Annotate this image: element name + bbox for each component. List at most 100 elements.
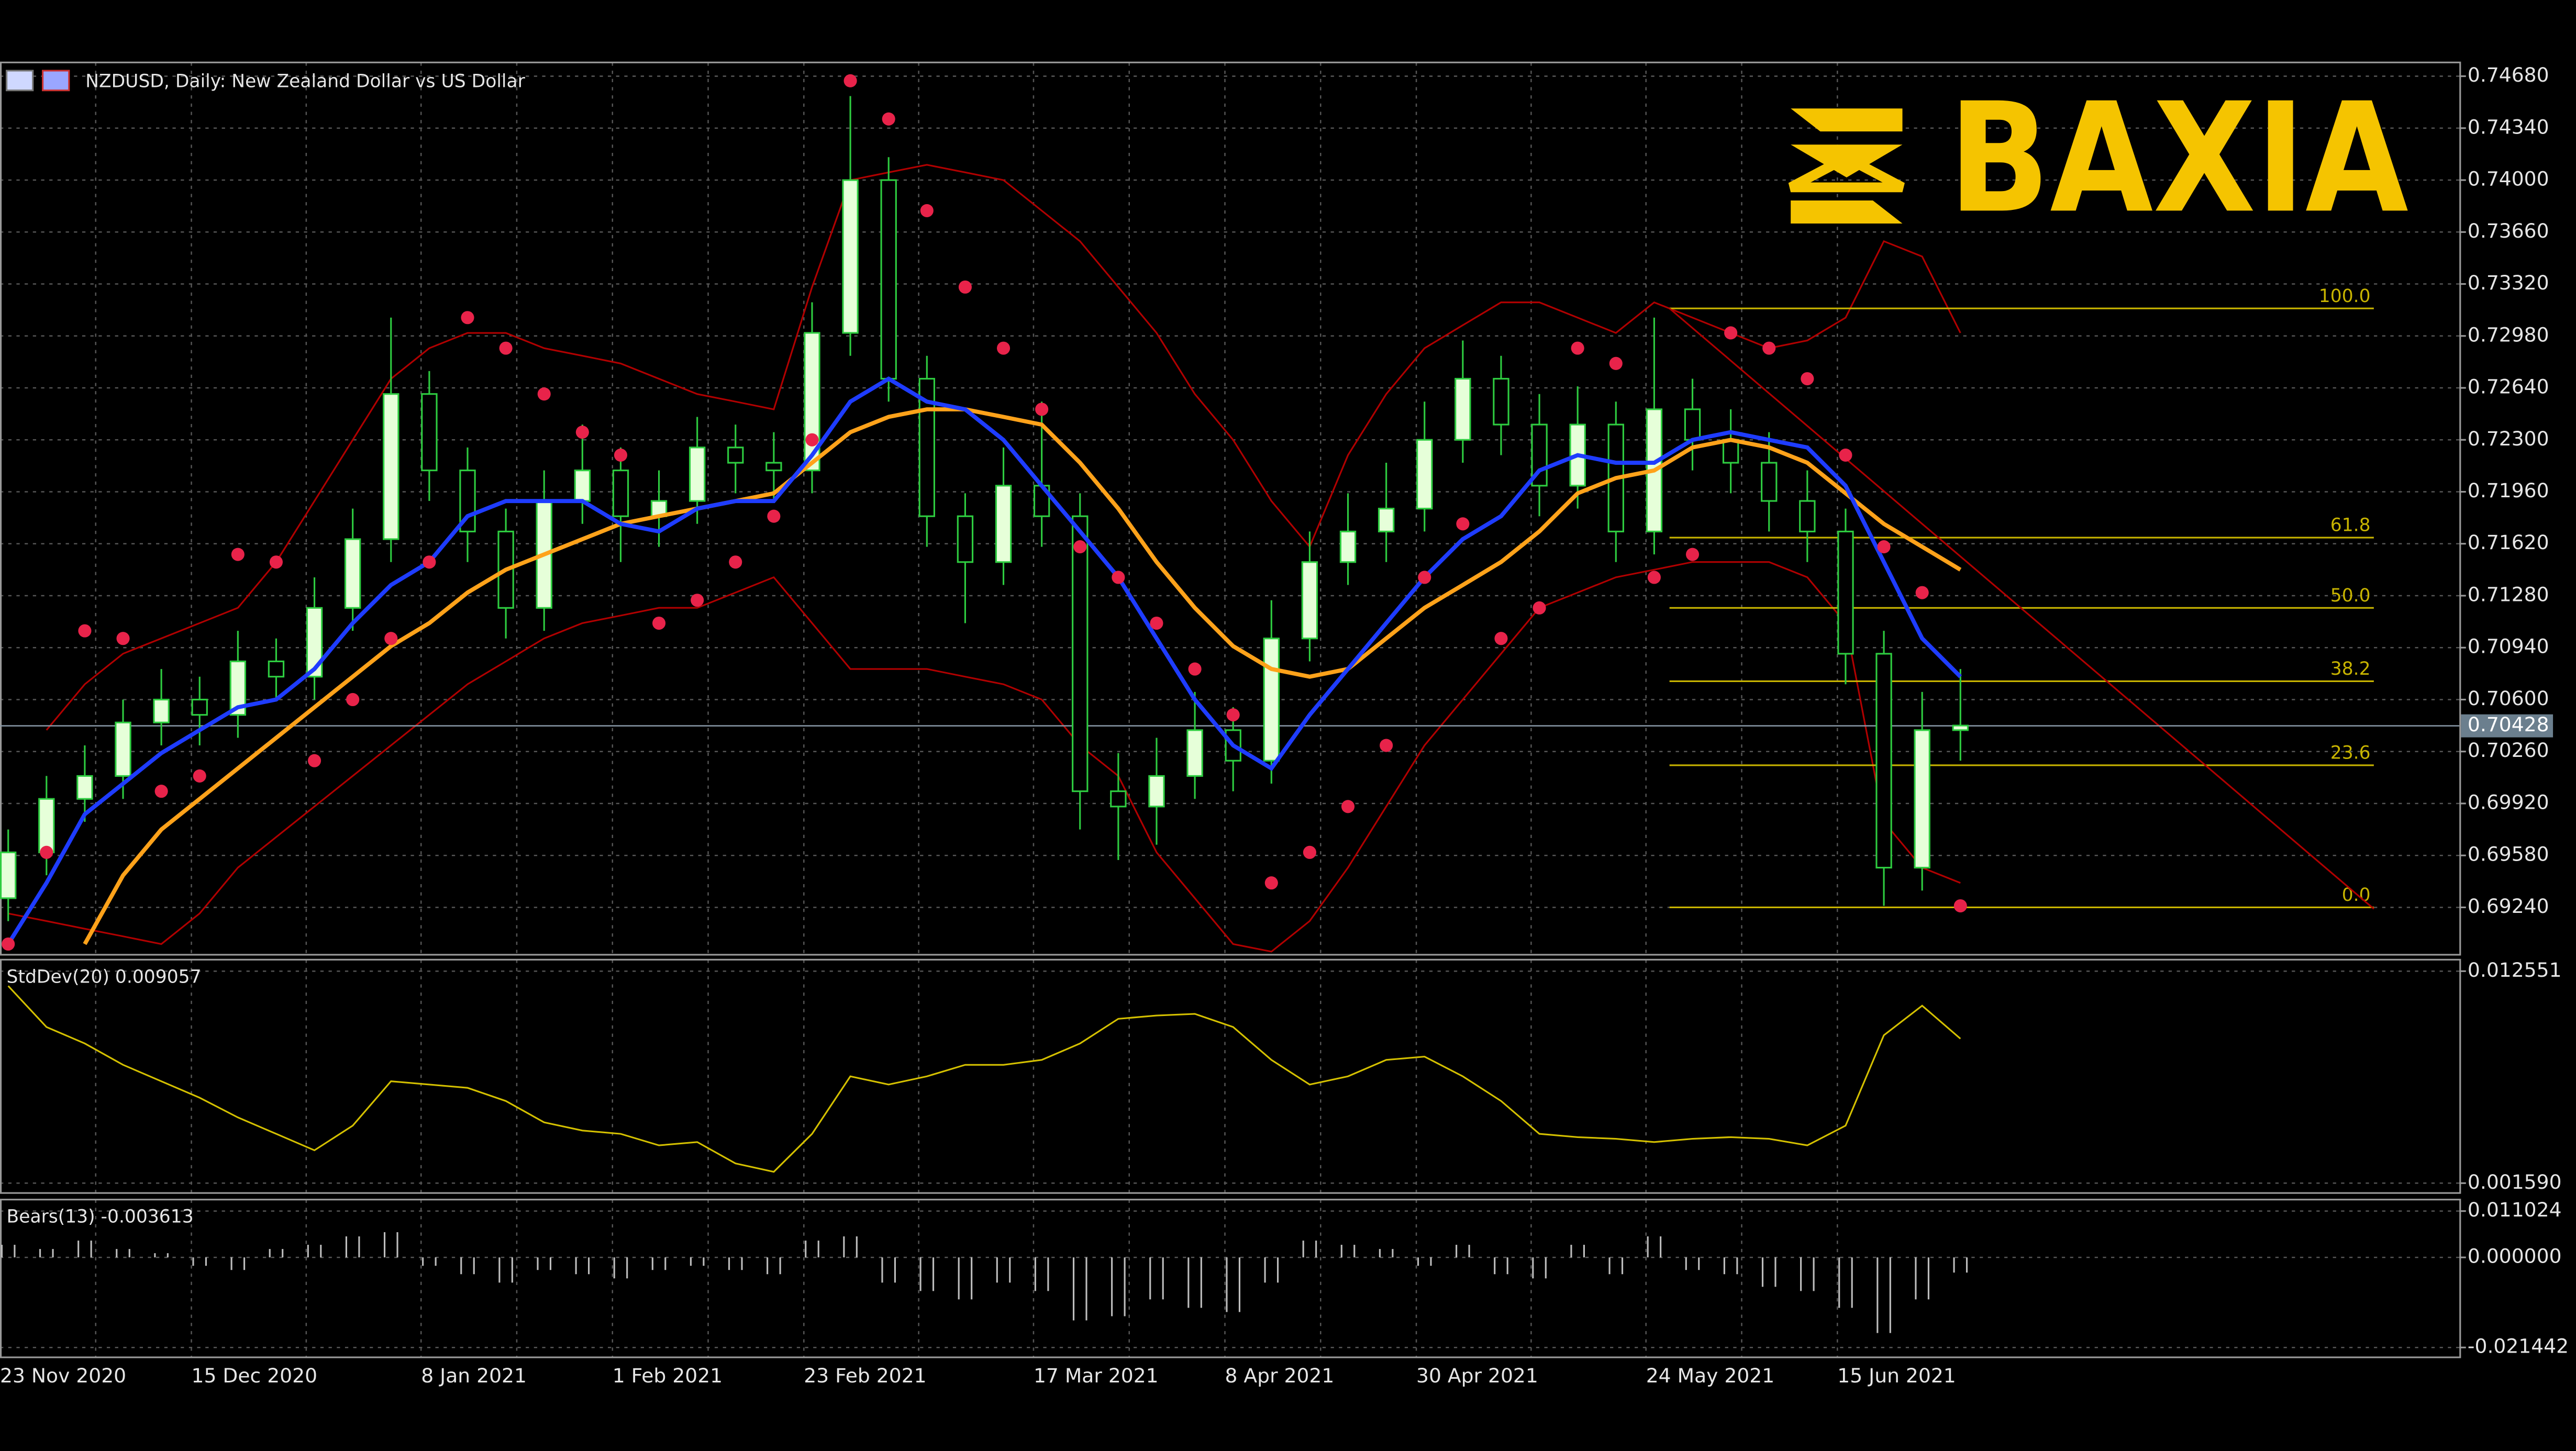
sar-dot — [1456, 517, 1470, 531]
y-tick-label: 0.74680 — [2468, 63, 2549, 86]
current-price-label: 0.70428 — [2468, 713, 2549, 736]
y-tick-label: 0.011024 — [2468, 1198, 2562, 1221]
logo-mark — [1791, 200, 1903, 224]
bears-frame — [0, 1199, 2461, 1358]
ma-fast — [6, 376, 1962, 945]
sar-dot — [652, 616, 666, 630]
fib-label: 100.0 — [2319, 286, 2371, 307]
main-frame — [0, 61, 2461, 956]
sar-dot — [1035, 403, 1049, 416]
logo: BAXIA — [1788, 71, 2410, 247]
bears-title: Bears(13) -0.003613 — [7, 1207, 194, 1227]
candle-body — [191, 698, 208, 716]
logo-text: BAXIA — [1948, 71, 2409, 247]
sar-dot — [2, 937, 15, 951]
sar-dot — [1647, 571, 1661, 584]
candle-body — [995, 485, 1012, 563]
stddev-title: StdDev(20) 0.009057 — [7, 966, 202, 987]
sar-dot — [843, 74, 857, 87]
candle-body — [1914, 729, 1930, 869]
fib-label: 38.2 — [2330, 658, 2371, 679]
sar-dot — [1380, 739, 1393, 752]
candle-body — [1454, 377, 1471, 441]
candle-body — [1301, 561, 1318, 640]
y-tick-label: 0.70940 — [2468, 635, 2549, 658]
sar-dot — [1341, 800, 1355, 813]
stddev-frame — [0, 958, 2461, 1194]
sar-dot — [40, 845, 53, 859]
icon — [5, 70, 34, 92]
candle-body — [804, 332, 820, 472]
sar-dot — [614, 448, 627, 462]
y-tick-label: 0.70260 — [2468, 739, 2549, 762]
candle-body — [421, 393, 438, 472]
y-tick-label: -0.021442 — [2468, 1335, 2569, 1358]
candle-body — [153, 698, 170, 723]
y-tick-label: 0.71280 — [2468, 583, 2549, 606]
candle-body — [344, 538, 361, 609]
sar-dot — [346, 693, 360, 707]
band-upper — [46, 164, 1961, 731]
sar-dot — [1762, 341, 1776, 355]
y-tick-label: 0.72640 — [2468, 375, 2549, 398]
candle-body — [306, 607, 323, 678]
sar-dot — [882, 112, 895, 126]
fib-label: 50.0 — [2330, 585, 2371, 606]
sar-dot — [1685, 548, 1700, 561]
sar-dot — [269, 555, 283, 569]
stddev-line — [7, 985, 1961, 1173]
y-tick-label: 0.72980 — [2468, 323, 2549, 346]
icon — [42, 70, 70, 92]
sar-dot — [193, 769, 206, 783]
sar-dot — [1533, 601, 1546, 615]
sar-dot — [958, 280, 972, 294]
candle-body — [1684, 408, 1701, 441]
sar-dot — [729, 555, 742, 569]
candle-body — [1110, 790, 1127, 808]
logo-mark — [1788, 152, 1905, 193]
y-tick-label: 0.69240 — [2468, 895, 2549, 918]
sar-dot — [920, 204, 934, 217]
y-tick-label: 0.74000 — [2468, 168, 2549, 191]
sar-dot — [1877, 540, 1891, 554]
x-tick-label: 23 Nov 2020 — [0, 1364, 126, 1387]
candle-body — [1799, 500, 1816, 532]
sar-dot — [691, 594, 704, 607]
candle-body — [1761, 462, 1778, 502]
sar-dot — [78, 624, 92, 638]
candle-body — [765, 462, 782, 472]
y-tick-label: 0.71620 — [2468, 531, 2549, 554]
sar-dot — [423, 555, 436, 569]
sar-dot — [575, 426, 589, 439]
sar-dot — [1915, 586, 1929, 599]
band-lower — [8, 561, 1961, 953]
candle-body — [1493, 377, 1509, 426]
candle-body — [268, 660, 285, 678]
sar-dot — [154, 785, 168, 798]
y-tick-label: 0.69580 — [2468, 843, 2549, 866]
sar-dot — [1724, 326, 1738, 340]
x-tick-label: 1 Feb 2021 — [613, 1364, 723, 1387]
candle-body — [1148, 775, 1165, 808]
candle-body — [727, 447, 744, 464]
chart-title: NZDUSD, Daily: New Zealand Dollar vs US … — [85, 71, 525, 92]
candle-body — [689, 447, 706, 502]
sar-dot — [1494, 632, 1508, 645]
candle-body — [612, 470, 629, 517]
sar-dot — [384, 632, 398, 645]
candle-body — [1263, 638, 1280, 762]
y-tick-label: 0.000000 — [2468, 1245, 2562, 1268]
sar-dot — [996, 341, 1011, 355]
sar-dot — [1188, 662, 1202, 676]
sar-dot — [1303, 845, 1316, 859]
sar-dot — [1418, 571, 1431, 584]
x-tick-label: 24 May 2021 — [1646, 1364, 1774, 1387]
x-tick-label: 15 Dec 2020 — [192, 1364, 318, 1387]
y-tick-label: 0.73320 — [2468, 271, 2549, 294]
sar-dot — [1112, 571, 1125, 584]
candle-body — [383, 393, 399, 540]
candle-body — [1837, 530, 1854, 655]
sar-dot — [308, 754, 321, 767]
candle-body — [1416, 439, 1433, 510]
candle-body — [76, 775, 93, 800]
